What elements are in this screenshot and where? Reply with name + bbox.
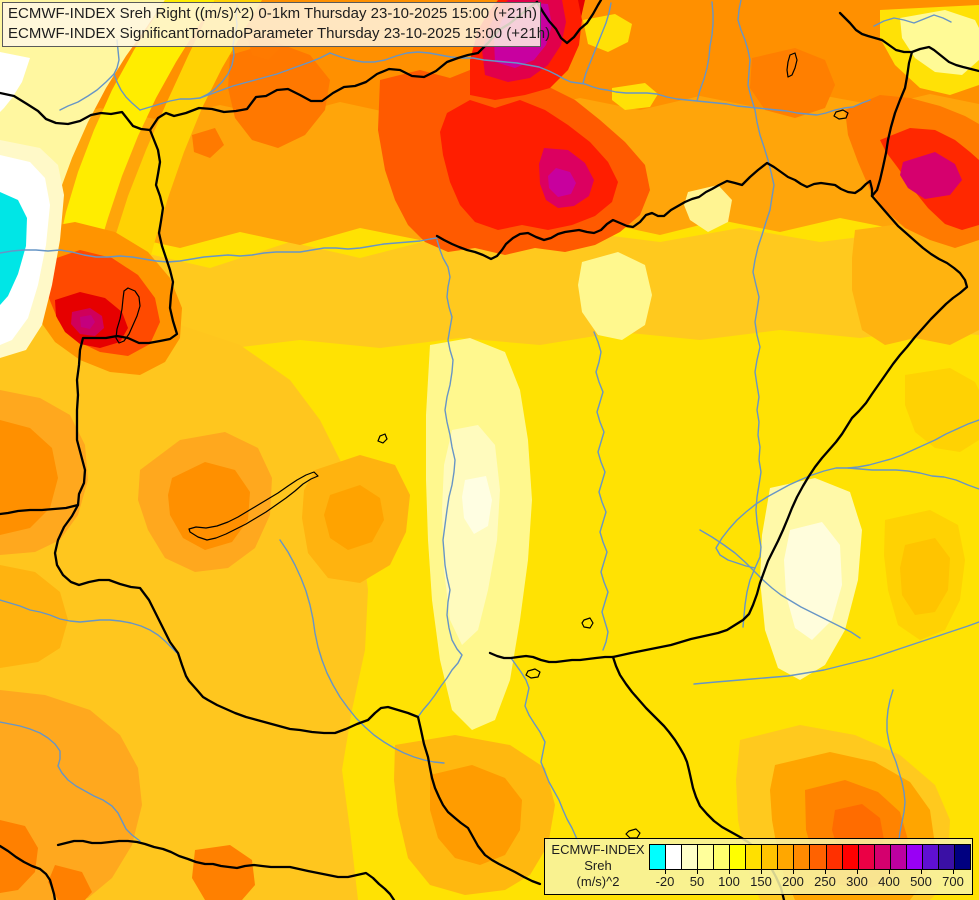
title-box: ECMWF-INDEX Sreh Right ((m/s)^2) 0-1km T… — [2, 2, 551, 47]
cold-patch-west — [0, 192, 27, 305]
lakes — [115, 52, 849, 839]
colorbar-tick-label: 700 — [942, 874, 964, 889]
colorbar-cell — [794, 845, 811, 869]
colorbar-cell — [874, 845, 891, 869]
colorbar-cell — [746, 845, 763, 869]
colorbar-cell — [778, 845, 795, 869]
colorbar-ticks: -20 50 100 150 200 250 300 400 500 700 — [649, 869, 969, 893]
colorbar-tick-label: 300 — [846, 874, 868, 889]
colorbar-tick-mark — [953, 869, 954, 874]
colorbar-cell — [954, 845, 970, 869]
colorbar-cell — [826, 845, 843, 869]
border-west-south — [53, 128, 542, 886]
legend: ECMWF-INDEX Sreh (m/s)^2 -20 50 100 150 200 2… — [544, 838, 973, 895]
border-sava — [0, 844, 57, 900]
colorbar-cell — [714, 845, 731, 869]
title-line-2: ECMWF-INDEX SignificantTornadoParameter … — [8, 25, 551, 42]
colorbar-tick-mark — [921, 869, 922, 874]
title-line-1: ECMWF-INDEX Sreh Right ((m/s)^2) 0-1km T… — [8, 5, 538, 22]
border-ukraine — [838, 11, 979, 73]
colorbar-cell — [906, 845, 923, 869]
colorbar-cell — [890, 845, 907, 869]
colorbar-cell — [858, 845, 875, 869]
legend-parameter: Sreh — [584, 858, 612, 873]
colorbar-tick-mark — [825, 869, 826, 874]
colorbar-tick-label: 500 — [910, 874, 932, 889]
colorbar-cell — [842, 845, 859, 869]
colorbar-tick-label: 400 — [878, 874, 900, 889]
colorbar-tick-label: 100 — [718, 874, 740, 889]
colorbar-cell — [762, 845, 779, 869]
legend-product: ECMWF-INDEX — [551, 842, 645, 857]
border-north — [435, 161, 874, 261]
colorbar-cell — [666, 845, 683, 869]
border-romania — [611, 194, 969, 659]
colorbar-tick-mark — [697, 869, 698, 874]
colorbar-tick-label: 250 — [814, 874, 836, 889]
colorbar-tick-mark — [665, 869, 666, 874]
colorbar-tick-label: 200 — [782, 874, 804, 889]
lake-ferto — [115, 287, 141, 344]
colorbar-tick-label: 150 — [750, 874, 772, 889]
colorbar-cell — [682, 845, 699, 869]
border-slovakia-nw — [148, 0, 539, 132]
colorbar-tick-mark — [793, 869, 794, 874]
colorbar-tick-mark — [761, 869, 762, 874]
river-drava — [0, 599, 178, 654]
legend-titles: ECMWF-INDEX Sreh (m/s)^2 — [549, 842, 647, 890]
colorbar-cell — [650, 845, 667, 869]
colorbar-cell — [938, 845, 955, 869]
border-south — [488, 651, 615, 664]
river-tisza — [737, 0, 775, 628]
colorbar-cell — [698, 845, 715, 869]
river-maros — [693, 621, 979, 685]
river-danube — [417, 239, 463, 718]
colorbar-tick-mark — [857, 869, 858, 874]
colorbar-tick-label: 50 — [689, 874, 705, 889]
lake-balaton — [188, 471, 319, 541]
colorbar-tick-mark — [729, 869, 730, 874]
river-north — [329, 51, 871, 116]
colorbar-cell — [730, 845, 747, 869]
colorbar — [649, 844, 971, 870]
colorbar-cell — [922, 845, 939, 869]
colorbar-cell — [810, 845, 827, 869]
border-austria — [0, 91, 152, 132]
legend-units: (m/s)^2 — [576, 874, 620, 889]
colorbar-tick-mark — [889, 869, 890, 874]
colorbar-tick-label: -20 — [655, 874, 675, 889]
